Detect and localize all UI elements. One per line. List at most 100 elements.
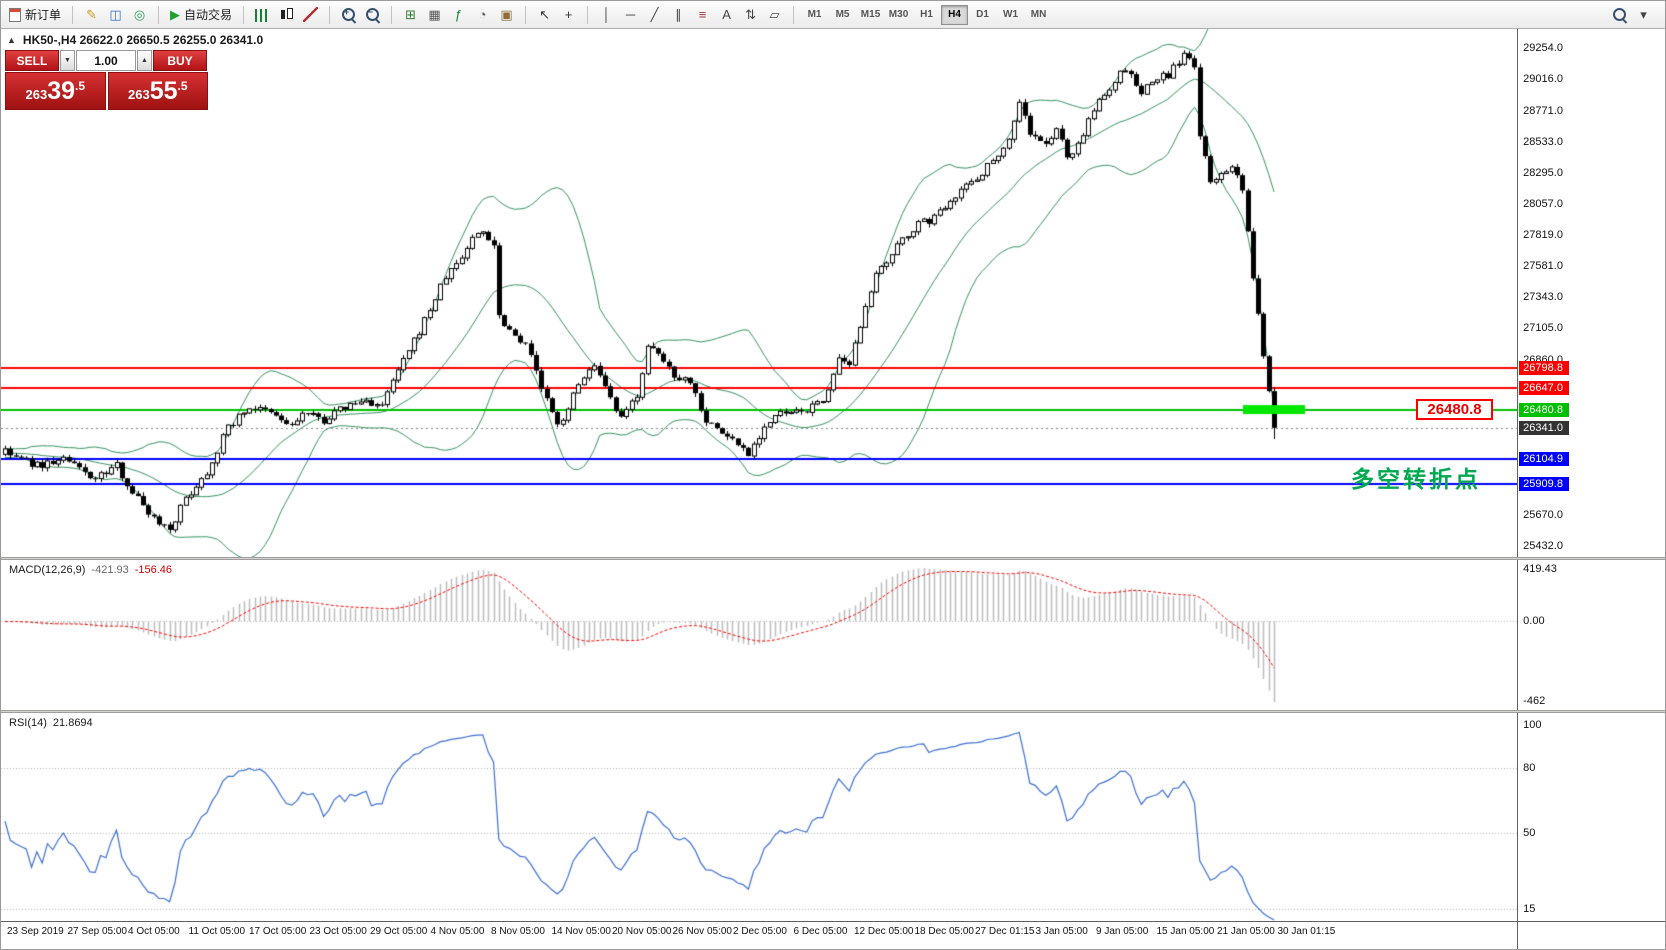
time-label: 3 Jan 05:00 xyxy=(1035,926,1088,937)
shapes-icon: ▱ xyxy=(769,7,780,22)
macd-scale[interactable]: 419.43 0.00 -462 xyxy=(1517,560,1665,710)
candlestick-icon xyxy=(279,7,294,22)
timeframe-d1-button[interactable]: D1 xyxy=(969,5,996,25)
time-label: 9 Jan 05:00 xyxy=(1096,926,1149,937)
time-label: 12 Dec 05:00 xyxy=(854,926,914,937)
arrows-button[interactable]: ⇅ xyxy=(739,4,762,26)
macd-scale-max: 419.43 xyxy=(1523,563,1557,575)
metaeditor-button[interactable]: ✎ xyxy=(80,4,103,26)
time-label: 26 Nov 05:00 xyxy=(672,926,733,937)
price-line-label: 26647.0 xyxy=(1519,380,1570,395)
price-tick: 29016.0 xyxy=(1523,73,1563,86)
text-button[interactable]: A xyxy=(715,4,738,26)
crosshair-icon: + xyxy=(564,7,573,22)
fibonacci-button[interactable]: ≡ xyxy=(691,4,714,26)
timeframe-m5-button[interactable]: M5 xyxy=(829,5,856,25)
panel-separator[interactable] xyxy=(1,557,1665,560)
ask-pip: .5 xyxy=(177,79,188,93)
templates-button[interactable]: ▣ xyxy=(495,4,518,26)
macd-panel: MACD(12,26,9) -421.93 -156.46 419.43 0.0… xyxy=(1,560,1665,710)
autotrading-button[interactable]: ▶ 自动交易 xyxy=(166,4,236,26)
macd-canvas[interactable] xyxy=(1,560,1518,710)
rsi-scale[interactable]: 100 80 50 15 xyxy=(1517,713,1665,921)
community-button[interactable]: ◎ xyxy=(128,4,151,26)
rsi-value: 21.8694 xyxy=(52,717,93,729)
panel-separator[interactable] xyxy=(1,710,1665,713)
time-axis-labels[interactable]: 23 Sep 2019 27 Sep 05:00 4 Oct 05:00 11 Oct… xyxy=(1,922,1517,949)
chart-header: ▲ HK50-,H4 26622.0 26650.5 26255.0 26341… xyxy=(7,33,263,47)
toolbar-separator xyxy=(243,5,245,24)
shapes-button[interactable]: ▱ xyxy=(763,4,786,26)
toolbar-group xyxy=(251,4,322,26)
channel-button[interactable]: ∥ xyxy=(667,4,690,26)
price-tick: 29254.0 xyxy=(1523,42,1563,55)
new-order-button[interactable]: 新订单 xyxy=(5,4,65,26)
crosshair-button[interactable]: + xyxy=(557,4,580,26)
time-axis[interactable]: 23 Sep 2019 27 Sep 05:00 4 Oct 05:00 11 Oct… xyxy=(1,921,1665,949)
pencil-icon: ✎ xyxy=(86,7,97,22)
timeframe-m15-button[interactable]: M15 xyxy=(857,5,884,25)
time-label: 2 Dec 05:00 xyxy=(733,926,787,937)
search-button[interactable] xyxy=(1608,4,1631,26)
symbol-ohlc-line: HK50-,H4 26622.0 26650.5 26255.0 26341.0 xyxy=(22,33,264,47)
one-click-collapse-icon[interactable]: ▲ xyxy=(7,35,16,45)
cursor-button[interactable]: ↖ xyxy=(533,4,556,26)
trendline-button[interactable]: ╱ xyxy=(643,4,666,26)
timeframe-mn-button[interactable]: MN xyxy=(1025,5,1052,25)
sell-button[interactable]: SELL xyxy=(5,50,59,71)
vertical-line-button[interactable]: │ xyxy=(595,4,618,26)
toolbar-group: + − xyxy=(337,4,384,26)
price-tick: 27343.0 xyxy=(1523,291,1563,304)
price-tick: 28771.0 xyxy=(1523,105,1563,117)
price-callout-label[interactable]: 26480.8 xyxy=(1416,399,1493,420)
toolbar-more-button[interactable]: ▾ xyxy=(1632,4,1655,26)
time-label: 30 Jan 01:15 xyxy=(1277,926,1336,937)
zoom-in-button[interactable]: + xyxy=(337,4,360,26)
volume-up-button[interactable]: ▲ xyxy=(137,50,152,71)
ask-price[interactable]: 263 55.5 xyxy=(107,72,208,110)
timeframe-m1-button[interactable]: M1 xyxy=(801,5,828,25)
time-label: 23 Oct 05:00 xyxy=(309,926,367,937)
bid-price[interactable]: 263 39.5 xyxy=(5,72,106,110)
main-price-scale[interactable]: 29254.0 29016.0 28771.0 28533.0 28295.0 28057… xyxy=(1517,29,1665,557)
zoom-out-button[interactable]: − xyxy=(361,4,384,26)
time-label: 11 Oct 05:00 xyxy=(188,926,246,937)
market-watch-button[interactable]: ◫ xyxy=(104,4,127,26)
toolbar-group: ▶ 自动交易 xyxy=(166,4,236,26)
time-label: 17 Oct 05:00 xyxy=(249,926,307,937)
timeframe-h4-button[interactable]: H4 xyxy=(941,4,969,25)
rsi-scale-tick: 80 xyxy=(1523,762,1536,775)
profiles-button[interactable]: ▦ xyxy=(423,4,446,26)
horizontal-line-icon: ─ xyxy=(625,7,636,22)
time-label: 27 Sep 05:00 xyxy=(67,926,128,937)
price-line-label: 26104.9 xyxy=(1519,451,1570,466)
cursor-arrow-icon: ↖ xyxy=(539,7,550,22)
time-label: 18 Dec 05:00 xyxy=(914,926,975,937)
indicators-button[interactable]: ƒ xyxy=(447,4,470,26)
main-chart-panel: ▲ HK50-,H4 26622.0 26650.5 26255.0 26341… xyxy=(1,29,1665,557)
toolbar-separator xyxy=(525,5,527,24)
candlestick-chart-button[interactable] xyxy=(275,4,298,26)
rsi-canvas[interactable] xyxy=(1,713,1518,921)
timeframe-m30-button[interactable]: M30 xyxy=(885,5,912,25)
timeframe-h1-button[interactable]: H1 xyxy=(913,5,940,25)
bar-chart-button[interactable] xyxy=(251,4,274,26)
chinese-annotation[interactable]: 多空转折点 xyxy=(1351,466,1481,492)
macd-name: MACD(12,26,9) xyxy=(9,564,86,576)
toolbar-group: ⊞ ▦ ƒ ◔ ▣ xyxy=(399,4,518,26)
volume-input[interactable] xyxy=(76,50,136,71)
timeframe-w1-button[interactable]: W1 xyxy=(997,5,1024,25)
tile-windows-button[interactable]: ⊞ xyxy=(399,4,422,26)
toolbar-right-icons: ▾ xyxy=(1608,4,1661,26)
buy-button[interactable]: BUY xyxy=(153,50,207,71)
volume-down-button[interactable]: ▼ xyxy=(60,50,75,71)
rsi-name: RSI(14) xyxy=(9,717,47,729)
main-chart-canvas[interactable] xyxy=(1,29,1518,557)
period-button[interactable]: ◔ xyxy=(471,4,494,26)
toolbar-separator xyxy=(391,5,393,24)
line-chart-button[interactable] xyxy=(299,4,322,26)
indicators-icon: ƒ xyxy=(454,7,463,22)
time-label: 21 Jan 05:00 xyxy=(1217,926,1275,937)
horizontal-line-button[interactable]: ─ xyxy=(619,4,642,26)
